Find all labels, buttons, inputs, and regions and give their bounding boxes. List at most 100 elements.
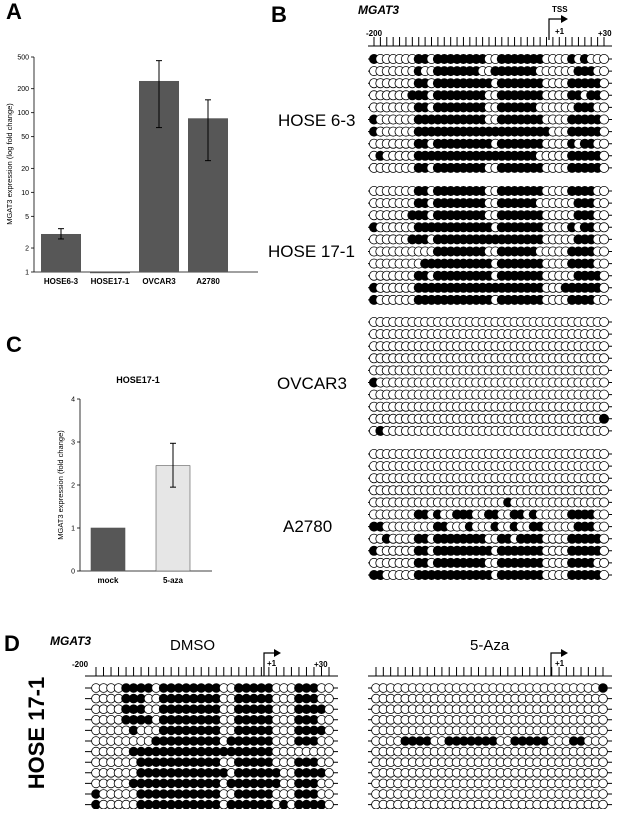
cpg-site-unmethylated xyxy=(599,570,610,581)
cpg-site-unmethylated xyxy=(599,401,610,412)
cpg-site-unmethylated xyxy=(324,767,334,778)
panel-label-a: A xyxy=(6,0,22,24)
cpg-site-unmethylated xyxy=(599,282,610,293)
cpg-site-unmethylated xyxy=(324,778,334,789)
cpg-site-unmethylated xyxy=(599,521,610,532)
chart-a-category-label: A2780 xyxy=(196,277,220,286)
cpg-site-unmethylated xyxy=(599,497,610,508)
chart-a-category-label: OVCAR3 xyxy=(142,277,176,286)
group-label-hose-6-3: HOSE 6-3 xyxy=(278,111,355,130)
cpg-site-unmethylated xyxy=(599,377,610,388)
cpg-site-unmethylated xyxy=(599,270,610,281)
chart-c-bar-mock xyxy=(90,527,126,572)
chart-c-ylabel: MGAT3 expression (fold change) xyxy=(56,430,65,540)
cpg-site-unmethylated xyxy=(599,78,610,89)
cpg-site-methylated xyxy=(598,683,608,693)
cpg-site-unmethylated xyxy=(599,162,610,173)
panel-label-c: C xyxy=(6,332,22,357)
chart-c-ytick-label: 4 xyxy=(71,397,75,404)
chart-c-ytick-label: 3 xyxy=(71,440,75,447)
cpg-site-unmethylated xyxy=(324,693,334,704)
panel-d-header: MGAT3 DMSO 5-Aza -200 +30 +1 +1 xyxy=(50,634,612,677)
cpg-site-unmethylated xyxy=(599,341,610,352)
cpg-site-unmethylated xyxy=(599,66,610,77)
panel-d-right-tss-arrow xyxy=(550,652,561,676)
cpg-site-unmethylated xyxy=(599,473,610,484)
chart-c-category-label: 5-aza xyxy=(163,576,184,585)
cpg-site-unmethylated xyxy=(324,736,334,746)
cpg-group-hose-6-3 xyxy=(368,54,612,173)
cpg-site-unmethylated xyxy=(324,704,334,714)
cpg-site-unmethylated xyxy=(599,353,610,364)
cpg-site-unmethylated xyxy=(599,90,610,101)
chart-a-ytick-label: 200 xyxy=(17,86,29,93)
panel-d-5aza-rows xyxy=(368,683,612,810)
cpg-site-unmethylated xyxy=(324,683,334,693)
cpg-site-unmethylated xyxy=(598,704,608,714)
cpg-site-unmethylated xyxy=(324,757,334,767)
panel-d-left-plus1: +1 xyxy=(267,659,277,668)
cpg-site-unmethylated xyxy=(599,210,610,221)
chart-a-ytick-label: 20 xyxy=(21,166,29,173)
panel-label-b: B xyxy=(271,2,287,27)
cpg-site-unmethylated xyxy=(324,789,334,799)
panel-b-gene-label: MGAT3 xyxy=(358,3,399,17)
cpg-site-unmethylated xyxy=(599,425,610,436)
cpg-site-unmethylated xyxy=(598,693,608,704)
panel-b-header: MGAT3 -200 +30 TSS +1 xyxy=(358,3,612,47)
cpg-site-unmethylated xyxy=(599,126,610,137)
chart-a: MGAT3 expression (log fold change) 1 2 5 10… xyxy=(5,55,258,286)
panel-d-side-label: HOSE 17-1 xyxy=(24,677,49,790)
cpg-site-unmethylated xyxy=(598,757,608,767)
cpg-site-unmethylated xyxy=(599,485,610,496)
cpg-group-hose-17-1 xyxy=(368,185,612,305)
cpg-site-unmethylated xyxy=(599,102,610,113)
group-label-hose-17-1: HOSE 17-1 xyxy=(268,242,355,261)
group-label-ovcar3: OVCAR3 xyxy=(277,374,347,393)
panel-b-tss-arrowhead xyxy=(561,15,568,23)
chart-a-ytick-label: 50 xyxy=(21,134,29,141)
chart-a-ytick-label: 2 xyxy=(25,246,29,253)
chart-a-ytick-label: 5 xyxy=(25,214,29,221)
cpg-site-unmethylated xyxy=(599,389,610,400)
chart-a-ylabel: MGAT3 expression (log fold change) xyxy=(5,103,14,225)
chart-a-ytick-label: 500 xyxy=(17,55,29,62)
cpg-site-unmethylated xyxy=(599,533,610,544)
cpg-group-ovcar3 xyxy=(368,316,612,436)
panel-d-end-label: +30 xyxy=(314,660,328,669)
cpg-site-unmethylated xyxy=(598,714,608,725)
chart-c-bar-5-aza xyxy=(155,465,191,572)
cpg-site-methylated xyxy=(599,413,610,424)
cpg-site-unmethylated xyxy=(598,746,608,757)
panel-b-tss-label: TSS xyxy=(552,5,568,14)
panel-d-right-tss-arrowhead xyxy=(561,649,568,657)
cpg-site-unmethylated xyxy=(599,545,610,556)
cpg-site-unmethylated xyxy=(599,198,610,209)
cpg-site-unmethylated xyxy=(599,329,610,340)
chart-a-bar-hose6-3 xyxy=(41,233,81,272)
cpg-site-unmethylated xyxy=(598,767,608,778)
cpg-group-a2780 xyxy=(368,448,612,581)
panel-d-left-tss-arrowhead xyxy=(274,649,281,657)
chart-c-ytick-label: 0 xyxy=(71,569,75,576)
chart-a-ytick-label: 1 xyxy=(25,270,29,277)
panel-label-d: D xyxy=(4,631,20,656)
panel-b-start-label: -200 xyxy=(366,29,383,38)
chart-c-ytick-label: 1 xyxy=(71,526,75,533)
panel-d-dmso-title: DMSO xyxy=(170,637,215,654)
cpg-site-unmethylated xyxy=(599,461,610,472)
cpg-site-unmethylated xyxy=(598,799,608,810)
cpg-site-unmethylated xyxy=(599,54,610,65)
cpg-site-unmethylated xyxy=(598,725,608,736)
cpg-site-unmethylated xyxy=(599,222,610,233)
cpg-site-unmethylated xyxy=(599,138,610,149)
cpg-site-unmethylated xyxy=(598,736,608,746)
cpg-site-unmethylated xyxy=(599,114,610,125)
chart-a-category-label: HOSE6-3 xyxy=(44,277,79,286)
cpg-site-unmethylated xyxy=(599,448,610,459)
cpg-site-unmethylated xyxy=(324,714,334,725)
panel-d-dmso-rows xyxy=(85,683,338,810)
cpg-site-unmethylated xyxy=(324,725,334,736)
chart-a-category-label: HOSE17-1 xyxy=(91,277,130,286)
